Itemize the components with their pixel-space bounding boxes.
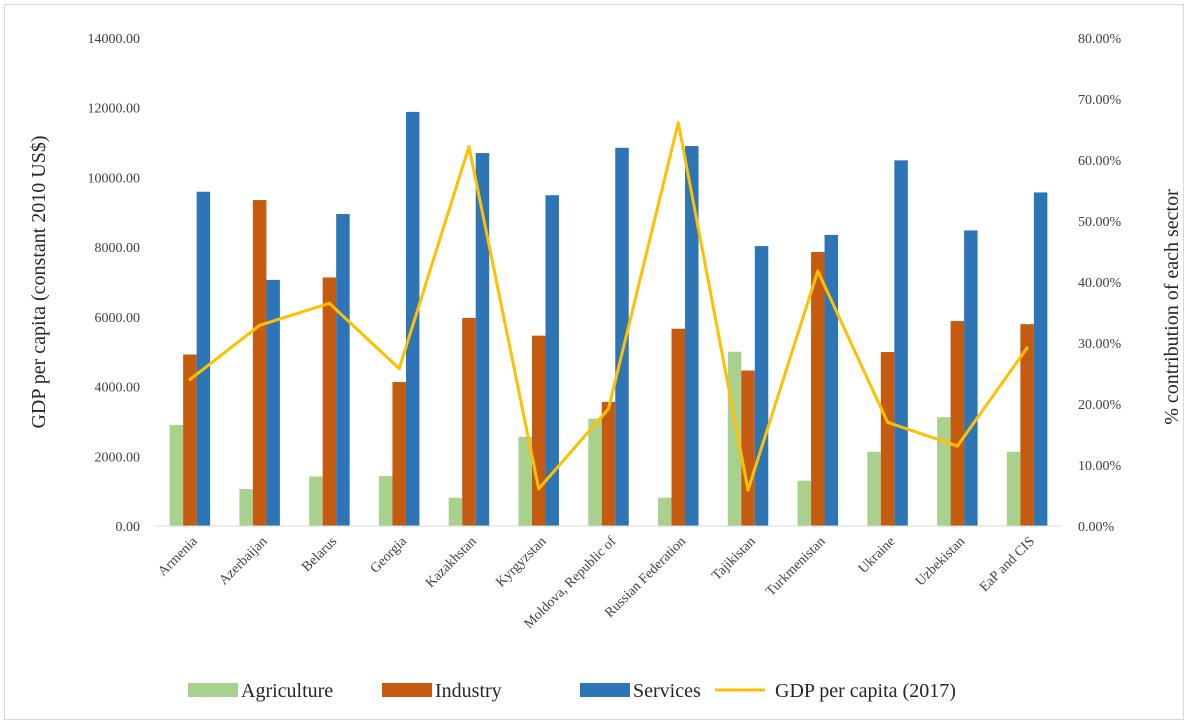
- bar-industry-azerbaijan: [252, 200, 267, 526]
- legend-label-services: Services: [633, 680, 701, 702]
- x-tick-label: Kazakhstan: [423, 534, 480, 591]
- y2-axis-title: % contribution of each sector: [1161, 189, 1183, 425]
- point-gdp-per-capita-2017-turkmenistan: [816, 269, 820, 273]
- y2-tick-label: 20.00%: [1078, 398, 1122, 413]
- bar-agriculture-kazakhstan: [448, 497, 463, 526]
- point-gdp-per-capita-2017-azerbaijan: [258, 323, 262, 327]
- y-tick-label: 10000.00: [88, 171, 141, 186]
- bar-services-georgia: [405, 111, 420, 527]
- bar-services-azerbaijan: [266, 279, 280, 526]
- bar-industry-eap-and-cis: [1020, 324, 1034, 526]
- bar-services-uzbekistan: [964, 230, 978, 526]
- point-gdp-per-capita-2017-russian-federation: [676, 121, 680, 125]
- x-tick-label: Uzbekistan: [913, 534, 968, 589]
- y2-tick-label: 10.00%: [1078, 459, 1122, 474]
- point-gdp-per-capita-2017-uzbekistan: [955, 444, 959, 448]
- x-tick-label: Azerbaijan: [216, 534, 270, 588]
- y-tick-label: 0.00: [116, 520, 141, 535]
- x-tick-label: Belarus: [299, 534, 340, 575]
- y2-tick-label: 30.00%: [1078, 337, 1122, 352]
- line-layer: [188, 121, 1029, 492]
- bar-industry-turkmenistan: [811, 252, 825, 526]
- point-gdp-per-capita-2017-georgia: [397, 367, 401, 371]
- chart-frame: [4, 4, 1184, 720]
- point-gdp-per-capita-2017-belarus: [327, 301, 331, 305]
- bar-agriculture-russian-federation: [658, 497, 672, 526]
- point-gdp-per-capita-2017-kazakhstan: [467, 145, 471, 149]
- point-gdp-per-capita-2017-eap-and-cis: [1025, 346, 1029, 350]
- bar-agriculture-ukraine: [867, 451, 881, 526]
- y-tick-label: 12000.00: [88, 102, 141, 117]
- bar-agriculture-azerbaijan: [239, 489, 253, 526]
- y2-tick-label: 80.00%: [1078, 32, 1122, 47]
- legend-swatch-agriculture: [188, 683, 238, 697]
- bar-agriculture-kyrgyzstan: [518, 436, 532, 526]
- bar-agriculture-georgia: [378, 476, 393, 526]
- bar-agriculture-armenia: [169, 424, 184, 526]
- bar-industry-georgia: [392, 382, 406, 526]
- bar-services-moldova-republic-of: [615, 147, 629, 527]
- y-tick-label: 4000.00: [95, 381, 141, 396]
- bar-services-kyrgyzstan: [545, 195, 559, 526]
- point-gdp-per-capita-2017-moldova-republic-of: [607, 407, 610, 411]
- bar-industry-tajikistan: [741, 370, 755, 526]
- bar-industry-uzbekistan: [950, 321, 965, 526]
- bar-industry-belarus: [322, 277, 337, 526]
- bar-services-belarus: [336, 214, 350, 526]
- point-gdp-per-capita-2017-ukraine: [886, 420, 890, 424]
- legend-label-agriculture: Agriculture: [241, 680, 333, 702]
- legend: Agriculture Industry Services GDP per capit…: [188, 680, 956, 702]
- y2-tick-label: 40.00%: [1078, 276, 1122, 291]
- bar-industry-kyrgyzstan: [531, 335, 546, 526]
- x-tick-label: Ukraine: [856, 534, 898, 576]
- x-tick-label: Armenia: [155, 534, 201, 580]
- y2-tick-label: 0.00%: [1078, 520, 1115, 535]
- y-tick-label: 2000.00: [95, 450, 141, 465]
- y-tick-label: 6000.00: [95, 311, 141, 326]
- bar-agriculture-belarus: [309, 476, 323, 526]
- x-tick-label: Turkmenistan: [763, 534, 828, 599]
- y-tick-label: 14000.00: [88, 32, 141, 47]
- y-tick-label: 8000.00: [95, 241, 141, 256]
- bar-agriculture-turkmenistan: [797, 480, 812, 526]
- bar-industry-moldova-republic-of: [601, 401, 616, 526]
- x-tick-label: Kyrgyzstan: [493, 534, 549, 590]
- bar-services-turkmenistan: [824, 234, 839, 526]
- y2-tick-label: 50.00%: [1078, 215, 1122, 230]
- bar-industry-ukraine: [880, 352, 895, 526]
- bars-layer: [169, 111, 1048, 527]
- bar-industry-armenia: [183, 354, 197, 526]
- y2-tick-label: 60.00%: [1078, 154, 1122, 169]
- point-gdp-per-capita-2017-tajikistan: [746, 488, 750, 492]
- bar-agriculture-moldova-republic-of: [588, 418, 602, 526]
- legend-label-industry: Industry: [435, 680, 502, 702]
- legend-swatch-industry: [382, 683, 432, 697]
- bar-services-tajikistan: [754, 246, 769, 526]
- bar-services-kazakhstan: [475, 153, 490, 526]
- bar-industry-russian-federation: [671, 328, 686, 526]
- bar-agriculture-eap-and-cis: [1006, 451, 1021, 526]
- bar-services-armenia: [196, 191, 211, 526]
- bar-services-russian-federation: [685, 146, 699, 526]
- bar-industry-kazakhstan: [462, 317, 476, 526]
- legend-swatch-services: [580, 683, 630, 697]
- point-gdp-per-capita-2017-kyrgyzstan: [537, 487, 541, 491]
- bar-agriculture-uzbekistan: [937, 417, 951, 526]
- x-tick-label: EaP and CIS: [977, 534, 1038, 595]
- x-tick-label: Tajikistan: [709, 534, 759, 584]
- legend-label-gdp-per-capita-2017: GDP per capita (2017): [775, 680, 956, 702]
- bar-services-eap-and-cis: [1033, 192, 1048, 527]
- bar-services-ukraine: [894, 160, 908, 526]
- y-axis-title: GDP per capita (constant 2010 US$): [28, 135, 50, 428]
- y2-tick-label: 70.00%: [1078, 93, 1122, 108]
- x-tick-label: Georgia: [368, 534, 411, 577]
- point-gdp-per-capita-2017-armenia: [188, 378, 192, 382]
